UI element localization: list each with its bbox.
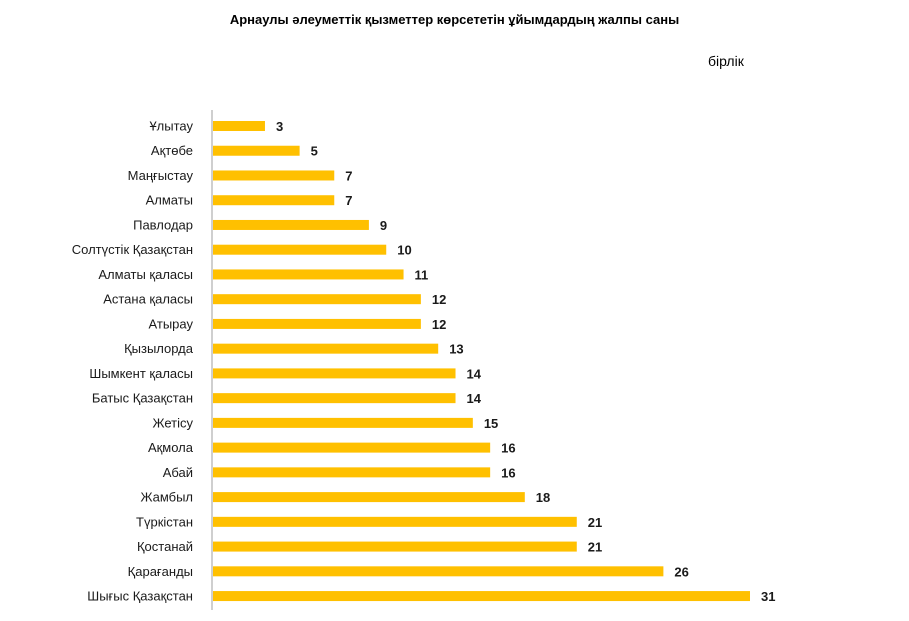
category-label: Солтүстік Қазақстан [72,242,193,257]
category-label: Атырау [149,316,194,331]
value-label: 31 [761,589,775,604]
value-label: 7 [345,193,352,208]
bars-group: Ұлытау 3 Ақтөбе 5 Маңғыстау 7 Алматы 7 Павлодар 9… [72,119,776,605]
bar [213,170,335,181]
value-label: 12 [432,317,446,332]
bar [213,318,421,329]
category-label: Батыс Қазақстан [92,391,193,406]
bar [213,343,439,354]
category-label: Павлодар [133,217,193,232]
category-label: Жамбыл [140,490,193,505]
bar [213,492,525,503]
bar [213,145,300,156]
value-label: 26 [674,564,688,579]
bar [213,393,456,404]
bar [213,219,369,230]
value-label: 15 [484,416,498,431]
category-label: Алматы [146,193,193,208]
value-label: 11 [415,267,429,282]
value-label: 13 [449,342,463,357]
value-label: 16 [501,465,515,480]
category-label: Абай [163,465,193,480]
category-label: Маңғыстау [128,168,194,183]
value-label: 14 [467,366,482,381]
bar [213,269,404,280]
bar [213,244,387,255]
category-label: Шымкент қаласы [89,366,193,381]
bar [213,591,750,602]
chart-title: Арнаулы әлеуметтік қызметтер көрсететін … [229,12,680,27]
category-label: Қарағанды [128,564,193,579]
bar [213,121,265,131]
bar [213,541,577,552]
value-label: 3 [276,119,283,134]
bar [213,417,473,428]
unit-label: бірлік [708,53,744,69]
bar [213,195,335,206]
bar [213,294,421,305]
category-label: Қызылорда [124,341,194,356]
value-label: 12 [432,292,446,307]
category-label: Ақтөбе [151,143,193,158]
category-label: Қостанай [137,539,193,554]
bar [213,368,456,379]
category-label: Түркістан [136,514,193,529]
value-label: 18 [536,490,550,505]
value-label: 14 [467,391,482,406]
category-label: Шығыс Қазақстан [87,589,193,604]
value-label: 10 [397,243,411,258]
category-label: Жетісу [153,415,194,430]
category-label: Ақмола [148,440,194,455]
value-label: 5 [311,144,318,159]
bar [213,516,577,527]
value-label: 9 [380,218,387,233]
bar [213,442,491,453]
bar [213,566,664,577]
category-label: Ұлытау [149,119,193,134]
value-label: 21 [588,515,602,530]
value-label: 16 [501,441,515,456]
value-label: 7 [345,168,352,183]
category-label: Астана қаласы [103,292,193,307]
bar [213,467,491,478]
category-label: Алматы қаласы [98,267,193,282]
value-label: 21 [588,540,602,555]
